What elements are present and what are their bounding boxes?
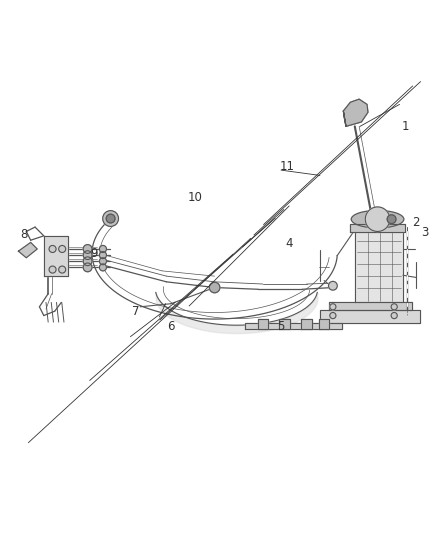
Text: 8: 8: [21, 229, 28, 241]
Polygon shape: [301, 319, 312, 329]
Circle shape: [328, 281, 337, 290]
Polygon shape: [350, 223, 405, 232]
Text: 4: 4: [285, 237, 293, 250]
Polygon shape: [18, 243, 37, 258]
Circle shape: [391, 312, 397, 319]
Circle shape: [365, 207, 390, 231]
Circle shape: [209, 282, 220, 293]
Circle shape: [99, 264, 106, 271]
Circle shape: [99, 246, 106, 253]
Circle shape: [391, 304, 397, 310]
Circle shape: [330, 304, 336, 310]
Text: 10: 10: [187, 191, 202, 204]
Circle shape: [99, 252, 106, 259]
Text: 2: 2: [412, 216, 420, 229]
Polygon shape: [320, 310, 420, 324]
Polygon shape: [343, 99, 368, 126]
Polygon shape: [319, 319, 329, 329]
Circle shape: [106, 214, 115, 223]
Polygon shape: [44, 236, 68, 276]
Ellipse shape: [351, 211, 404, 228]
Text: 5: 5: [277, 320, 284, 334]
Circle shape: [49, 266, 56, 273]
Polygon shape: [279, 319, 290, 329]
Text: 6: 6: [167, 320, 175, 334]
Text: 11: 11: [279, 160, 294, 173]
Circle shape: [83, 257, 92, 265]
Text: 7: 7: [132, 305, 140, 318]
Circle shape: [49, 246, 56, 253]
Text: 1: 1: [401, 120, 409, 133]
Text: 9: 9: [90, 247, 98, 260]
Polygon shape: [355, 231, 403, 302]
Circle shape: [103, 211, 119, 227]
Circle shape: [59, 266, 66, 273]
Circle shape: [330, 312, 336, 319]
Circle shape: [387, 215, 396, 223]
Circle shape: [99, 258, 106, 265]
Polygon shape: [245, 322, 342, 329]
Circle shape: [83, 245, 92, 253]
Polygon shape: [258, 319, 268, 329]
Circle shape: [59, 246, 66, 253]
Circle shape: [83, 263, 92, 272]
Polygon shape: [328, 302, 412, 310]
Circle shape: [83, 251, 92, 260]
Text: 3: 3: [421, 226, 428, 239]
